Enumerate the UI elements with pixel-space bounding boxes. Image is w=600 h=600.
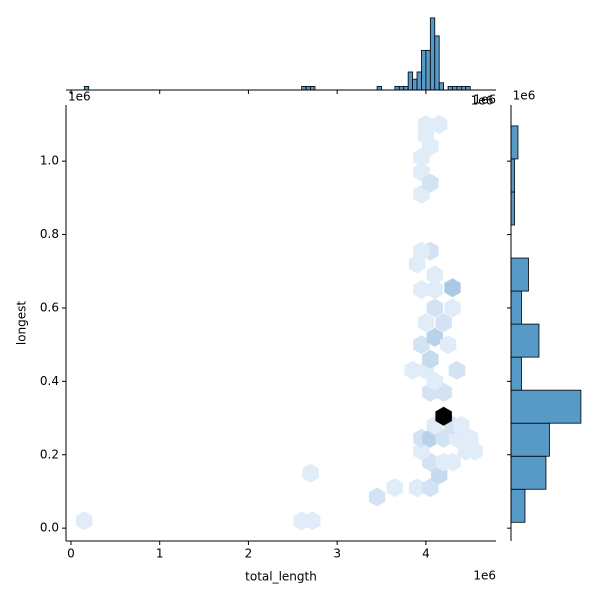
histogram-bar: [510, 488, 526, 523]
histogram-bar: [305, 85, 311, 91]
hexbin: [435, 406, 452, 426]
x-tick-label: 4: [422, 547, 430, 561]
offset-label: 1e6: [68, 90, 91, 104]
histogram-bar: [456, 85, 462, 91]
histogram-bar: [510, 422, 550, 457]
histogram-bar: [510, 290, 522, 325]
histogram-bar: [510, 158, 515, 193]
hexbin: [426, 327, 443, 347]
x-tick-label: 2: [245, 547, 253, 561]
histogram-bar: [465, 85, 471, 91]
hexbin: [439, 335, 457, 355]
histogram-bar: [510, 257, 529, 292]
hexbin: [304, 511, 321, 531]
y-tick-label: 0.8: [40, 227, 59, 241]
histogram-bar: [394, 85, 400, 91]
histogram-bar: [447, 85, 453, 91]
hexbin: [404, 360, 421, 380]
histogram-bar: [412, 78, 418, 91]
hexbin: [435, 313, 452, 333]
hexbin: [422, 478, 439, 498]
histogram-bar: [301, 85, 307, 91]
y-tick-label: 0.2: [40, 447, 59, 461]
hexbin: [422, 137, 439, 156]
hexbin: [444, 278, 461, 298]
histogram-bar: [510, 356, 522, 391]
hexbin: [413, 241, 430, 261]
histogram-bar: [510, 389, 582, 424]
hexbin: [431, 115, 448, 134]
hexbin: [453, 415, 470, 435]
histogram-bar: [376, 85, 382, 91]
histogram-bar: [407, 71, 413, 91]
y-tick-label: 1.0: [40, 154, 59, 168]
histogram-bar: [416, 71, 422, 91]
x-tick-label: 1: [156, 547, 164, 561]
hexbin: [426, 265, 443, 285]
hexbin: [417, 313, 435, 333]
histogram-bar: [510, 125, 519, 160]
histogram-bar: [429, 17, 436, 91]
histogram-bar: [398, 85, 405, 91]
y-axis-label: longest: [15, 301, 29, 346]
histogram-bar: [452, 85, 458, 91]
histogram-bar: [510, 455, 547, 490]
hexbin: [408, 478, 426, 498]
hexbin: [435, 428, 452, 448]
hexbin: [462, 428, 479, 448]
hexbin: [444, 298, 461, 318]
hexbin: [76, 511, 93, 531]
histogram-bar: [510, 191, 515, 226]
histogram-bar: [425, 49, 431, 91]
hexbin: [413, 335, 430, 355]
hexbin: [386, 478, 404, 498]
hexbin: [302, 463, 319, 483]
hexbin: [448, 360, 466, 380]
hexbin: [413, 441, 430, 461]
histogram-bar: [310, 85, 316, 91]
histogram-bar: [421, 49, 427, 91]
hexbin: [368, 487, 386, 507]
x-offset-label: 1e6: [473, 569, 496, 583]
y-tick-label: 0.6: [40, 300, 59, 314]
hexbin: [417, 115, 435, 134]
x-axis-label: total_length: [245, 570, 317, 584]
histogram-bar: [403, 85, 409, 91]
histogram-bar: [434, 35, 440, 91]
offset-label: 1e6: [471, 94, 494, 108]
hexbin: [413, 280, 430, 300]
histogram-bar: [438, 82, 445, 91]
hexbin: [426, 280, 443, 300]
y-tick-label: 0.0: [40, 521, 59, 535]
offset-label: 1e6: [513, 89, 536, 103]
hexbin: [422, 349, 439, 369]
histogram-bar: [510, 323, 540, 358]
histogram-bar: [460, 85, 467, 91]
hexbin: [426, 298, 443, 318]
y-tick-label: 0.4: [40, 374, 59, 388]
y-offset-label: 1e6: [473, 93, 496, 107]
x-tick-label: 0: [67, 547, 75, 561]
hexbin: [422, 173, 439, 193]
x-tick-label: 3: [333, 547, 341, 561]
hexbin: [444, 452, 461, 472]
